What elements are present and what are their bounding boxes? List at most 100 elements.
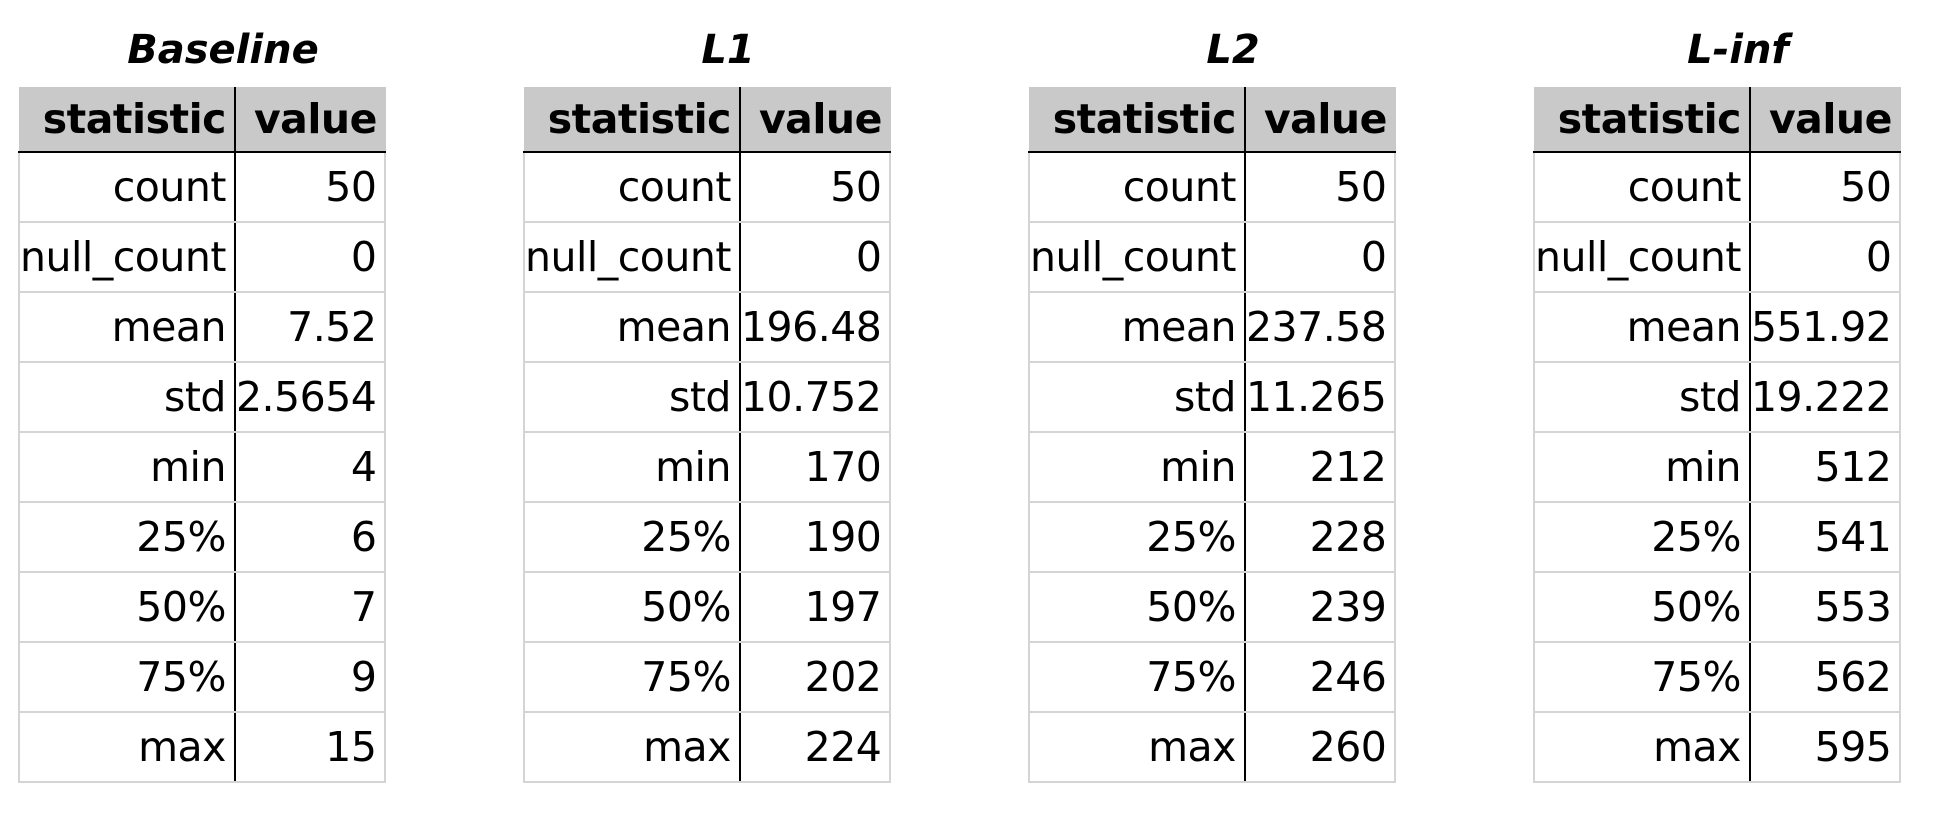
value-cell: 246 <box>1244 642 1397 713</box>
panel-title: L1 <box>701 27 755 73</box>
statistic-cell: null_count <box>523 222 741 293</box>
value-cell: 0 <box>739 222 892 293</box>
column-header-value: value <box>739 87 891 153</box>
statistic-cell: 50% <box>523 572 741 643</box>
table-row: 50% 197 <box>523 572 892 643</box>
statistic-cell: min <box>1028 432 1246 503</box>
statistic-cell: max <box>1533 712 1751 783</box>
value-cell: 0 <box>234 222 387 293</box>
statistic-cell: mean <box>18 292 236 363</box>
value-cell: 50 <box>234 152 387 223</box>
table-row: 25% 541 <box>1533 502 1902 573</box>
statistic-cell: std <box>1533 362 1751 433</box>
statistic-cell: max <box>1028 712 1246 783</box>
table-row: mean 551.92 <box>1533 292 1902 363</box>
statistic-cell: min <box>18 432 236 503</box>
value-cell: 4 <box>234 432 387 503</box>
table-row: min 170 <box>523 432 892 503</box>
value-cell: 196.48 <box>739 292 892 363</box>
value-cell: 197 <box>739 572 892 643</box>
statistic-cell: 75% <box>18 642 236 713</box>
stats-table: statistic value count 50 null_count 0 mean… <box>1028 87 1397 783</box>
table-row: null_count 0 <box>523 222 892 293</box>
table-row: 50% 7 <box>18 572 387 643</box>
value-cell: 190 <box>739 502 892 573</box>
table-row: 25% 6 <box>18 502 387 573</box>
value-cell: 228 <box>1244 502 1397 573</box>
table-row: null_count 0 <box>1533 222 1902 293</box>
table-row: min 4 <box>18 432 387 503</box>
value-cell: 7.52 <box>234 292 387 363</box>
statistic-cell: 75% <box>1028 642 1246 713</box>
value-cell: 239 <box>1244 572 1397 643</box>
statistic-cell: 25% <box>18 502 236 573</box>
statistic-cell: min <box>1533 432 1751 503</box>
table-row: min 212 <box>1028 432 1397 503</box>
statistic-cell: null_count <box>1533 222 1751 293</box>
statistic-cell: 50% <box>18 572 236 643</box>
statistic-cell: 25% <box>1533 502 1751 573</box>
statistic-cell: min <box>523 432 741 503</box>
statistic-cell: std <box>18 362 236 433</box>
stats-table: statistic value count 50 null_count 0 mean… <box>1533 87 1902 783</box>
header-row: statistic value <box>524 87 891 153</box>
value-cell: 237.58 <box>1244 292 1397 363</box>
table-row: std 10.752 <box>523 362 892 433</box>
value-cell: 562 <box>1749 642 1902 713</box>
value-cell: 7 <box>234 572 387 643</box>
column-header-value: value <box>1244 87 1396 153</box>
panel-title: L2 <box>1206 27 1260 73</box>
statistic-cell: count <box>523 152 741 223</box>
value-cell: 50 <box>1749 152 1902 223</box>
table-row: std 2.5654 <box>18 362 387 433</box>
statistic-cell: mean <box>1028 292 1246 363</box>
value-cell: 551.92 <box>1749 292 1902 363</box>
table-row: null_count 0 <box>18 222 387 293</box>
statistic-cell: count <box>1028 152 1246 223</box>
value-cell: 0 <box>1244 222 1397 293</box>
table-row: mean 7.52 <box>18 292 387 363</box>
value-cell: 50 <box>1244 152 1397 223</box>
statistic-cell: 25% <box>1028 502 1246 573</box>
statistic-cell: count <box>1533 152 1751 223</box>
table-row: mean 237.58 <box>1028 292 1397 363</box>
table-row: max 260 <box>1028 712 1397 783</box>
statistic-cell: null_count <box>18 222 236 293</box>
value-cell: 224 <box>739 712 892 783</box>
table-row: 50% 553 <box>1533 572 1902 643</box>
column-header-value: value <box>234 87 386 153</box>
column-header-statistic: statistic <box>524 87 741 153</box>
table-row: 25% 190 <box>523 502 892 573</box>
value-cell: 170 <box>739 432 892 503</box>
header-row: statistic value <box>19 87 386 153</box>
statistic-cell: std <box>1028 362 1246 433</box>
value-cell: 11.265 <box>1244 362 1397 433</box>
value-cell: 6 <box>234 502 387 573</box>
table-row: count 50 <box>1028 152 1397 223</box>
statistic-cell: 50% <box>1533 572 1751 643</box>
table-row: 25% 228 <box>1028 502 1397 573</box>
column-header-statistic: statistic <box>19 87 236 153</box>
column-header-statistic: statistic <box>1029 87 1246 153</box>
statistic-cell: std <box>523 362 741 433</box>
value-cell: 260 <box>1244 712 1397 783</box>
table-row: 75% 202 <box>523 642 892 713</box>
statistic-cell: 25% <box>523 502 741 573</box>
table-row: std 11.265 <box>1028 362 1397 433</box>
statistic-cell: count <box>18 152 236 223</box>
table-row: 75% 9 <box>18 642 387 713</box>
panel-title: Baseline <box>127 27 319 73</box>
statistic-cell: max <box>18 712 236 783</box>
table-row: 75% 562 <box>1533 642 1902 713</box>
statistic-cell: mean <box>1533 292 1751 363</box>
table-row: count 50 <box>18 152 387 223</box>
value-cell: 512 <box>1749 432 1902 503</box>
table-row: 50% 239 <box>1028 572 1397 643</box>
panel-title: L-inf <box>1687 27 1789 73</box>
value-cell: 19.222 <box>1749 362 1902 433</box>
table-row: std 19.222 <box>1533 362 1902 433</box>
table-row: 75% 246 <box>1028 642 1397 713</box>
value-cell: 595 <box>1749 712 1902 783</box>
statistic-cell: 50% <box>1028 572 1246 643</box>
column-header-value: value <box>1749 87 1901 153</box>
